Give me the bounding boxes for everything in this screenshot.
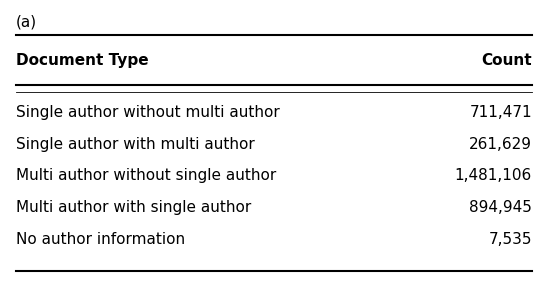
Text: Document Type: Document Type bbox=[16, 53, 149, 68]
Text: 261,629: 261,629 bbox=[469, 137, 532, 152]
Text: Single author without multi author: Single author without multi author bbox=[16, 105, 280, 120]
Text: 894,945: 894,945 bbox=[469, 200, 532, 215]
Text: Multi author with single author: Multi author with single author bbox=[16, 200, 252, 215]
Text: 7,535: 7,535 bbox=[488, 232, 532, 247]
Text: Single author with multi author: Single author with multi author bbox=[16, 137, 255, 152]
Text: No author information: No author information bbox=[16, 232, 185, 247]
Text: 1,481,106: 1,481,106 bbox=[455, 168, 532, 184]
Text: Multi author without single author: Multi author without single author bbox=[16, 168, 276, 184]
Text: 711,471: 711,471 bbox=[469, 105, 532, 120]
Text: Count: Count bbox=[481, 53, 532, 68]
Text: (a): (a) bbox=[16, 14, 37, 29]
